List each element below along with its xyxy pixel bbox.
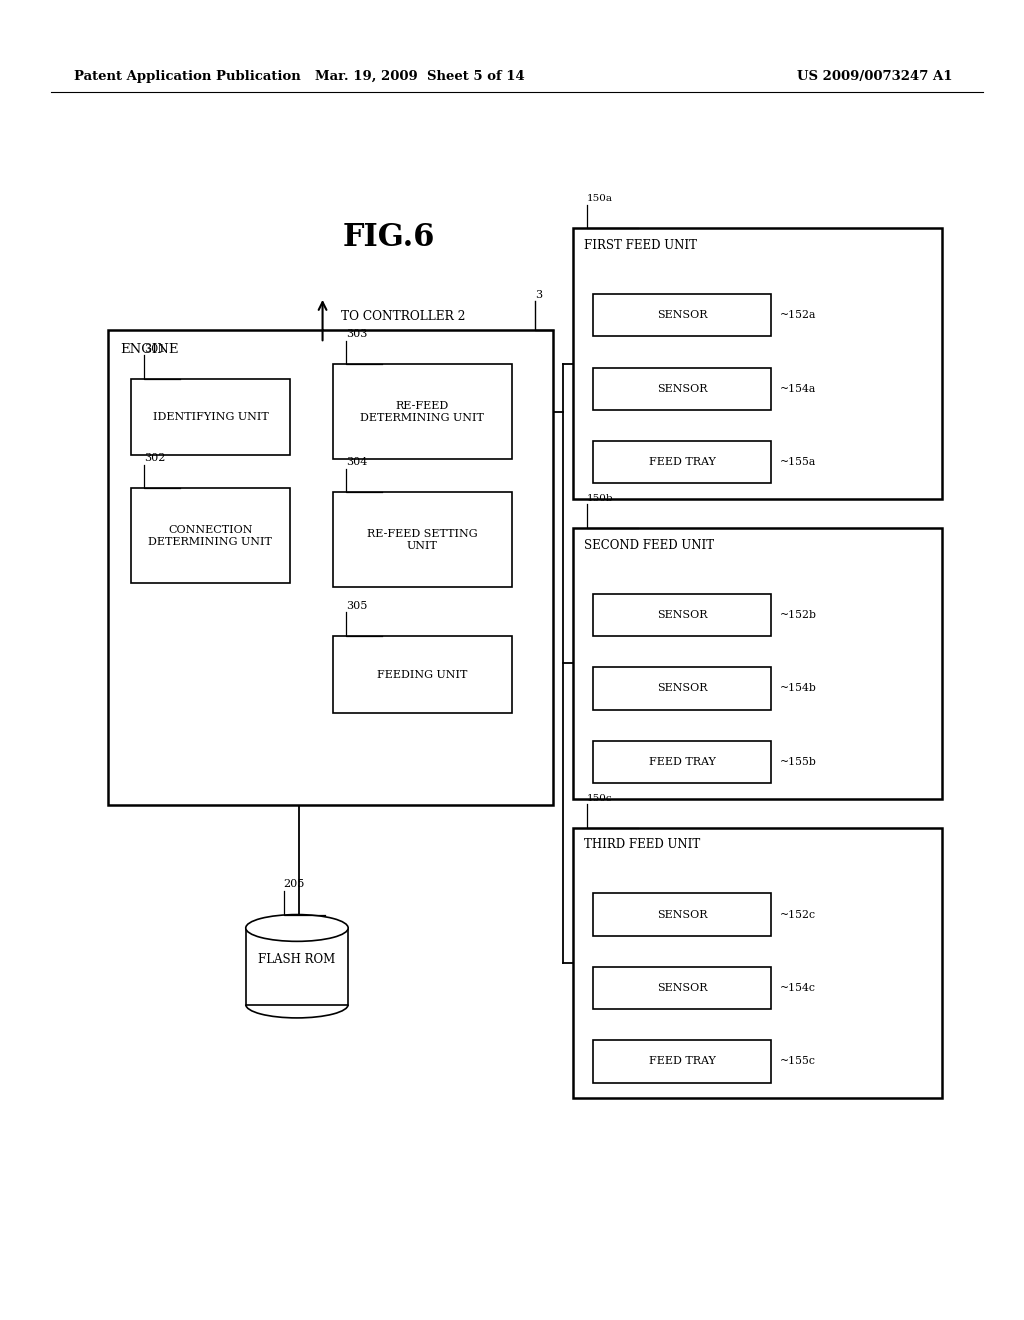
Text: SENSOR: SENSOR xyxy=(656,610,708,620)
Bar xyxy=(593,368,771,411)
Text: FIRST FEED UNIT: FIRST FEED UNIT xyxy=(584,239,696,252)
Text: 150a: 150a xyxy=(587,194,612,203)
Text: 205: 205 xyxy=(284,879,305,890)
Text: FEED TRAY: FEED TRAY xyxy=(648,756,716,767)
Bar xyxy=(593,668,771,710)
Text: SENSOR: SENSOR xyxy=(656,684,708,693)
Text: RE-FEED
DETERMINING UNIT: RE-FEED DETERMINING UNIT xyxy=(360,401,484,422)
Text: FEED TRAY: FEED TRAY xyxy=(648,457,716,467)
Text: IDENTIFYING UNIT: IDENTIFYING UNIT xyxy=(153,412,268,422)
Bar xyxy=(573,228,942,499)
Text: SENSOR: SENSOR xyxy=(656,384,708,393)
Text: ~154a: ~154a xyxy=(779,384,816,393)
Bar xyxy=(593,966,771,1008)
Bar xyxy=(246,928,348,1005)
Text: 305: 305 xyxy=(346,601,368,611)
Bar xyxy=(108,330,553,805)
Bar xyxy=(593,294,771,337)
Text: Mar. 19, 2009  Sheet 5 of 14: Mar. 19, 2009 Sheet 5 of 14 xyxy=(315,70,524,83)
Text: SECOND FEED UNIT: SECOND FEED UNIT xyxy=(584,539,714,552)
Bar xyxy=(593,441,771,483)
Text: THIRD FEED UNIT: THIRD FEED UNIT xyxy=(584,838,700,851)
Bar xyxy=(333,364,512,459)
Bar xyxy=(333,636,512,713)
Text: ~152b: ~152b xyxy=(779,610,816,620)
Text: 302: 302 xyxy=(144,453,166,463)
Text: FEEDING UNIT: FEEDING UNIT xyxy=(377,669,468,680)
Bar xyxy=(333,492,512,587)
Text: SENSOR: SENSOR xyxy=(656,909,708,920)
Text: FIG.6: FIG.6 xyxy=(343,222,435,253)
Text: ~155a: ~155a xyxy=(779,457,816,467)
Text: Patent Application Publication: Patent Application Publication xyxy=(74,70,300,83)
Text: 304: 304 xyxy=(346,457,368,467)
Bar xyxy=(593,594,771,636)
Text: 150b: 150b xyxy=(587,494,613,503)
Text: FLASH ROM: FLASH ROM xyxy=(258,953,336,966)
Text: 303: 303 xyxy=(346,329,368,339)
Bar xyxy=(131,488,290,583)
Bar xyxy=(573,828,942,1098)
Text: TO CONTROLLER 2: TO CONTROLLER 2 xyxy=(341,310,466,322)
Text: ~152a: ~152a xyxy=(779,310,816,321)
Text: ~155b: ~155b xyxy=(779,756,816,767)
Text: FEED TRAY: FEED TRAY xyxy=(648,1056,716,1067)
Text: SENSOR: SENSOR xyxy=(656,983,708,993)
Bar xyxy=(131,379,290,455)
Text: RE-FEED SETTING
UNIT: RE-FEED SETTING UNIT xyxy=(367,529,478,550)
Text: ~154b: ~154b xyxy=(779,684,816,693)
Bar xyxy=(593,741,771,783)
Text: 150c: 150c xyxy=(587,793,612,803)
Text: ~154c: ~154c xyxy=(779,983,815,993)
Text: SENSOR: SENSOR xyxy=(656,310,708,321)
Text: ~152c: ~152c xyxy=(779,909,815,920)
Bar xyxy=(593,894,771,936)
Text: ENGINE: ENGINE xyxy=(120,343,178,356)
Text: ~155c: ~155c xyxy=(779,1056,815,1067)
Text: CONNECTION
DETERMINING UNIT: CONNECTION DETERMINING UNIT xyxy=(148,525,272,546)
Ellipse shape xyxy=(246,915,348,941)
Text: 301: 301 xyxy=(144,343,166,354)
Text: US 2009/0073247 A1: US 2009/0073247 A1 xyxy=(797,70,952,83)
Bar xyxy=(593,1040,771,1082)
Text: 3: 3 xyxy=(536,289,543,300)
Bar xyxy=(573,528,942,799)
